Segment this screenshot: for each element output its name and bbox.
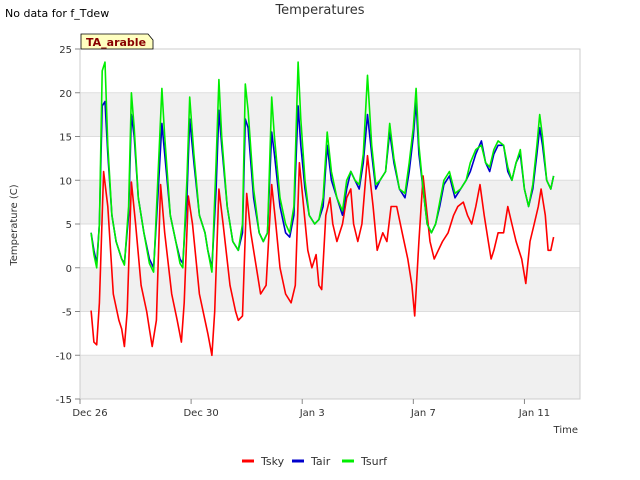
series-line-tsurf (90, 61, 555, 273)
y-tick-label: 20 (59, 89, 72, 100)
background-band (80, 355, 580, 399)
y-tick-label: 15 (59, 133, 72, 144)
series-line-tsky (90, 154, 555, 357)
y-tick-label: 25 (59, 45, 72, 56)
legend-label-tsurf: Tsurf (360, 455, 388, 468)
series-lines (90, 61, 555, 357)
background-band (80, 267, 580, 312)
background-band (80, 92, 580, 137)
y-tick-label: 10 (59, 176, 72, 187)
y-tick-label: -10 (56, 351, 72, 362)
x-tick-label: Jan 11 (518, 408, 550, 419)
x-tick-label: Jan 3 (299, 408, 325, 419)
annotation-label: TA_arable (86, 36, 146, 49)
y-axis-label: Temperature (C) (9, 184, 20, 266)
no-data-note: No data for f_Tdew (5, 7, 110, 20)
x-tick-label: Jan 7 (410, 408, 436, 419)
y-tick-label: 0 (66, 264, 72, 275)
y-axis-ticks: -15 -10 -5 0 5 10 15 20 25 (56, 45, 80, 406)
x-tick-label: Dec 30 (183, 408, 218, 419)
annotation-box: TA_arable (80, 33, 154, 50)
y-tick-label: 5 (66, 220, 72, 231)
y-tick-label: -5 (62, 308, 72, 319)
legend-label-tsky: Tsky (260, 455, 285, 468)
x-axis-label: Time (553, 425, 578, 436)
x-axis-ticks: Dec 26 Dec 30 Jan 3 Jan 7 Jan 11 (72, 399, 550, 419)
y-tick-label: -15 (56, 395, 72, 406)
legend: Tsky Tair Tsurf (242, 455, 388, 468)
legend-label-tair: Tair (310, 455, 331, 468)
chart-title: Temperatures (274, 3, 364, 18)
x-tick-label: Dec 26 (72, 408, 107, 419)
